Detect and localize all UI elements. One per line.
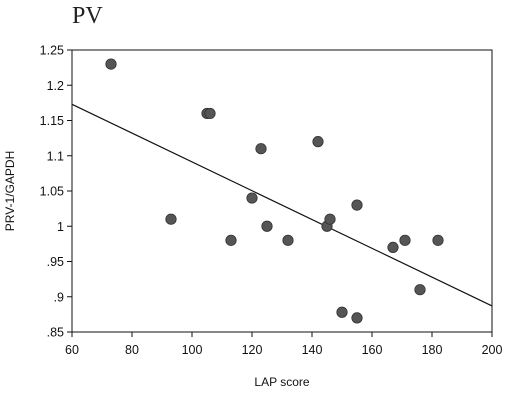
plot-frame — [71, 49, 493, 333]
data-point — [261, 220, 273, 232]
data-point — [246, 192, 258, 204]
data-point — [399, 234, 411, 246]
data-points — [105, 58, 444, 324]
y-tick-label: 1.25 — [40, 44, 64, 58]
x-axis: 60 80 100 120 140 160 180 200 — [65, 332, 502, 357]
y-axis: .85 .9 .95 1 1.05 1.1 1.15 1.2 1.25 — [40, 44, 72, 340]
x-tick-label: 120 — [242, 343, 263, 357]
x-tick-label: 100 — [182, 343, 203, 357]
data-point — [282, 234, 294, 246]
chart-title: PV — [72, 3, 103, 29]
y-tick-label: .9 — [54, 290, 64, 304]
data-point — [387, 241, 399, 253]
x-axis-label: LAP score — [254, 375, 309, 389]
data-point — [204, 107, 216, 120]
y-tick-label: 1.15 — [40, 114, 64, 128]
x-tick-label: 200 — [482, 343, 503, 357]
data-point — [324, 213, 336, 225]
data-point — [432, 234, 444, 246]
y-tick-label: 1.05 — [40, 185, 64, 199]
y-tick-label: 1.1 — [47, 149, 64, 163]
data-point — [312, 136, 324, 148]
data-point — [351, 199, 363, 211]
data-point — [255, 143, 267, 155]
data-point — [105, 58, 117, 70]
data-point — [165, 213, 177, 225]
data-point — [414, 284, 426, 296]
x-tick-label: 80 — [125, 343, 139, 357]
data-point — [225, 234, 237, 246]
y-axis-label: PRV-1/GAPDH — [3, 151, 17, 231]
data-point — [336, 306, 348, 318]
x-tick-label: 60 — [65, 343, 79, 357]
y-tick-label: .85 — [47, 326, 64, 340]
regression-line — [71, 103, 493, 307]
x-tick-label: 160 — [362, 343, 383, 357]
y-tick-label: 1.2 — [47, 79, 64, 93]
x-tick-label: 140 — [302, 343, 323, 357]
data-point — [351, 312, 363, 324]
y-tick-label: 1 — [57, 220, 64, 234]
x-tick-label: 180 — [422, 343, 443, 357]
y-tick-label: .95 — [47, 255, 64, 269]
